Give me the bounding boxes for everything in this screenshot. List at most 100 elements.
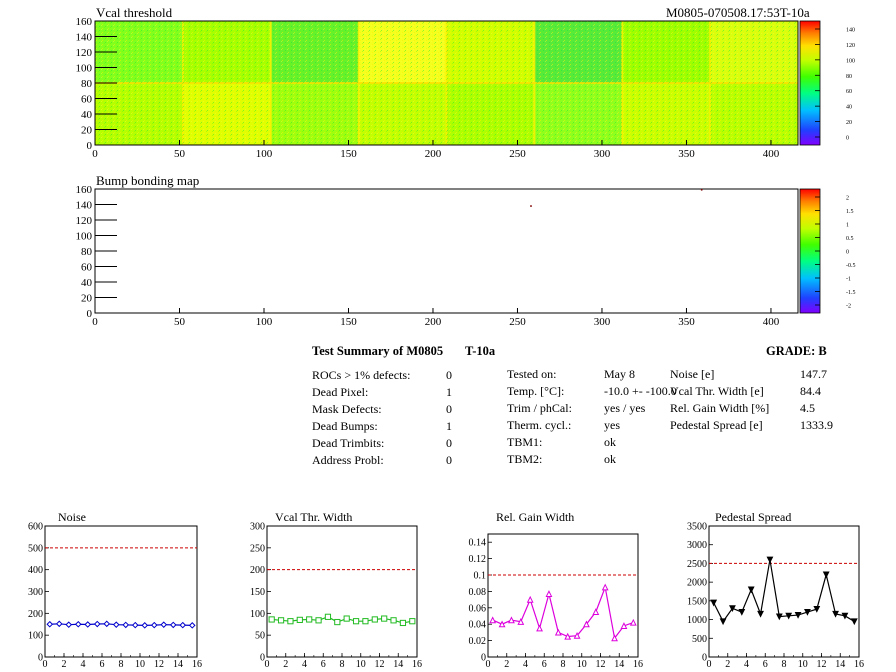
map-ytick-label: 120 <box>76 215 93 227</box>
palette-label: 0.5 <box>846 236 854 242</box>
map-ytick-label: 0 <box>87 140 93 152</box>
palette-label: 1.5 <box>846 209 854 215</box>
chart-title: Noise <box>58 510 86 524</box>
chart-point <box>601 583 609 591</box>
chart-xtick-label: 14 <box>393 659 403 670</box>
chart-point <box>74 620 82 628</box>
chart-point <box>592 608 600 615</box>
chart-rel-gain-width: Rel. Gain Width 0 2 4 6 8 10 12 14 16 0 0.02 0.04 0.0… <box>469 510 644 670</box>
map-xtick-label: 400 <box>763 316 780 328</box>
chart-ytick-label: 300 <box>250 522 265 533</box>
chart-xtick-label: 12 <box>596 659 606 670</box>
chart-xtick-label: 8 <box>340 659 345 670</box>
palette-label: 60 <box>846 89 852 95</box>
chart-point <box>268 616 275 623</box>
chart-xtick-label: 4 <box>523 659 528 670</box>
map-ytick-label: 160 <box>76 16 93 28</box>
chart-point <box>832 610 839 618</box>
map-xtick-label: 400 <box>763 148 780 160</box>
chart-xtick-label: 0 <box>486 659 491 670</box>
chart-point <box>757 610 764 618</box>
chart-xtick-label: 16 <box>633 659 643 670</box>
chart-point <box>122 621 130 629</box>
map-xtick-label: 100 <box>256 316 273 328</box>
chart-point <box>55 620 63 628</box>
map2-axes: 0 50 100 150 200 250 300 350 400 0 20 40 60 80 100 120 1… <box>76 184 780 328</box>
chart-point <box>315 617 322 624</box>
chart-point <box>93 620 101 628</box>
chart-ytick-label: 0.02 <box>469 636 487 647</box>
map-ytick-label: 20 <box>81 293 93 305</box>
chart-xtick-label: 6 <box>321 659 326 670</box>
chart-xtick-label: 14 <box>614 659 624 670</box>
chart-xtick-label: 10 <box>135 659 145 670</box>
chart-point <box>813 605 821 613</box>
map-ytick-label: 40 <box>81 277 93 289</box>
chart-point <box>131 621 139 629</box>
chart-title: Pedestal Spread <box>715 510 791 524</box>
chart-point <box>794 611 802 619</box>
chart-xtick-label: 14 <box>173 659 183 670</box>
chart-xtick-label: 10 <box>577 659 587 670</box>
map-ytick-label: 60 <box>81 94 93 106</box>
chart-point <box>611 634 618 642</box>
chart-ytick-label: 600 <box>28 522 43 533</box>
map1-title: Vcal threshold <box>96 5 173 20</box>
chart-ytick-label: 200 <box>250 565 265 576</box>
bump-bonding-map: 0 50 100 150 200 250 300 350 400 0 20 40 60 80 100 120 1… <box>76 184 799 328</box>
palette-label: 1 <box>846 223 849 229</box>
chart-point <box>65 621 73 628</box>
chart-xtick-label: 2 <box>283 659 288 670</box>
map-ytick-label: 0 <box>87 308 93 320</box>
chart-point <box>766 556 774 564</box>
map-ytick-label: 100 <box>76 63 93 75</box>
map-xtick-label: 250 <box>509 148 526 160</box>
map-ytick-label: 120 <box>76 47 93 59</box>
map-ytick-label: 160 <box>76 184 93 196</box>
map2-points <box>530 188 703 207</box>
chart-point <box>362 618 369 625</box>
palette-label: -2 <box>846 304 851 310</box>
chart-ytick-label: 0 <box>38 653 43 664</box>
chart-series-line <box>492 585 634 640</box>
chart-point <box>296 616 303 623</box>
palette-label: 100 <box>846 58 855 64</box>
chart-point <box>729 605 736 613</box>
chart-ytick-label: 500 <box>692 634 707 645</box>
map-ytick-label: 100 <box>76 231 93 243</box>
chart-point <box>498 620 506 628</box>
chart-xtick-label: 4 <box>744 659 749 670</box>
chart-point <box>517 618 525 625</box>
chart-point <box>554 628 562 636</box>
chart-xtick-label: 2 <box>504 659 509 670</box>
map-xtick-label: 150 <box>340 316 357 328</box>
palette-label: 0 <box>846 250 849 256</box>
chart-point <box>850 618 858 626</box>
map-ytick-label: 80 <box>81 246 93 258</box>
map2-frame <box>94 188 799 314</box>
map-ytick-label: 140 <box>76 200 93 212</box>
map1-noise <box>95 21 798 145</box>
chart-ytick-label: 2500 <box>687 559 707 570</box>
chart-vcal-thr-width: Vcal Thr. Width 0 2 4 6 8 10 12 14 16 0 50 100 150 200… <box>250 510 422 670</box>
chart-ytick-label: 50 <box>255 631 265 642</box>
chart-ytick-label: 0.08 <box>469 587 487 598</box>
chart-xtick-label: 6 <box>542 659 547 670</box>
map-xtick-label: 0 <box>92 148 98 160</box>
map-ytick-label: 60 <box>81 262 93 274</box>
chart-frame <box>708 525 860 658</box>
chart-point <box>583 620 590 628</box>
chart-point <box>160 621 168 628</box>
chart-point <box>564 632 572 640</box>
chart-ytick-label: 0 <box>481 653 486 664</box>
map-ytick-label: 80 <box>81 78 93 90</box>
vcal-threshold-map: 0 50 100 150 200 250 300 350 400 0 20 40 60 80 100 120 1… <box>76 16 799 160</box>
chart-point <box>343 615 350 622</box>
chart-ytick-label: 1500 <box>687 596 707 607</box>
chart-point <box>573 631 581 639</box>
chart-ytick-label: 3500 <box>687 522 707 533</box>
chart-title: Vcal Thr. Width <box>275 510 352 524</box>
chart-frame <box>44 525 198 658</box>
map1-palette: 140 120 100 80 60 40 20 0 <box>799 20 855 146</box>
chart-point <box>508 616 515 624</box>
